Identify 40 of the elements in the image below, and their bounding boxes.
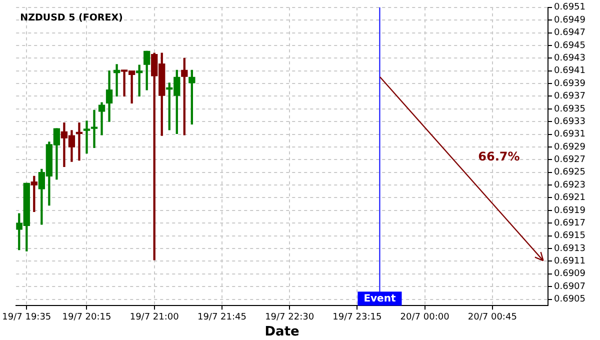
text: NZDUSD 5 (FOREX) [20, 12, 123, 24]
y-tick-label: 0.6949 [554, 15, 586, 26]
y-tick-label: 0.6909 [554, 269, 586, 280]
y-tick-label: 0.6945 [554, 40, 586, 51]
y-tick-label: 0.6931 [554, 130, 586, 140]
y-tick-label: 0.6921 [554, 193, 586, 204]
y-tick-label: 0.6947 [554, 28, 586, 38]
x-tick-label: 19/7 20:15 [62, 312, 112, 322]
y-tick-label: 0.6929 [554, 142, 586, 152]
x-tick-label: 20/7 00:00 [400, 312, 450, 322]
y-tick-label: 0.6919 [554, 206, 586, 216]
y-tick-label: 0.6951 [554, 2, 586, 13]
y-tick-label: 0.6937 [554, 92, 586, 102]
ref-line-label: Event [364, 294, 396, 305]
x-tick-label: 19/7 23:15 [332, 312, 382, 322]
y-tick-label: 0.6943 [554, 54, 586, 64]
x-tick-label: 19/7 22:30 [265, 312, 314, 322]
candlestick [136, 64, 143, 97]
annotation: 66.7% [478, 149, 520, 164]
y-tick-label: 0.6917 [554, 218, 586, 228]
y-tick-label: 0.6941 [554, 66, 586, 76]
candlestick [76, 122, 83, 161]
candlestick [98, 102, 106, 136]
y-tick-label: 0.6933 [554, 116, 586, 127]
y-tick-label: 0.6915 [554, 231, 586, 242]
candlestick [113, 64, 120, 97]
y-tick-label: 0.6927 [554, 155, 586, 166]
x-tick-label: 19/7 21:00 [130, 312, 180, 322]
x-tick-label: 20/7 00:45 [468, 312, 517, 322]
y-tick-label: 0.6905 [554, 294, 586, 305]
y-tick-label: 0.6925 [554, 168, 586, 178]
y-tick-label: 0.6907 [554, 282, 586, 292]
x-tick-label: 19/7 19:35 [2, 312, 52, 322]
y-tick-label: 0.6939 [554, 78, 586, 89]
y-tick-label: 0.6911 [554, 256, 586, 267]
y-tick-label: 0.6923 [554, 180, 586, 190]
y-tick-label: 0.6913 [554, 244, 586, 254]
y-tick-label: 0.6935 [554, 104, 586, 114]
x-tick-label: 19/7 21:45 [197, 312, 246, 322]
x-axis-title: Date [264, 324, 300, 340]
